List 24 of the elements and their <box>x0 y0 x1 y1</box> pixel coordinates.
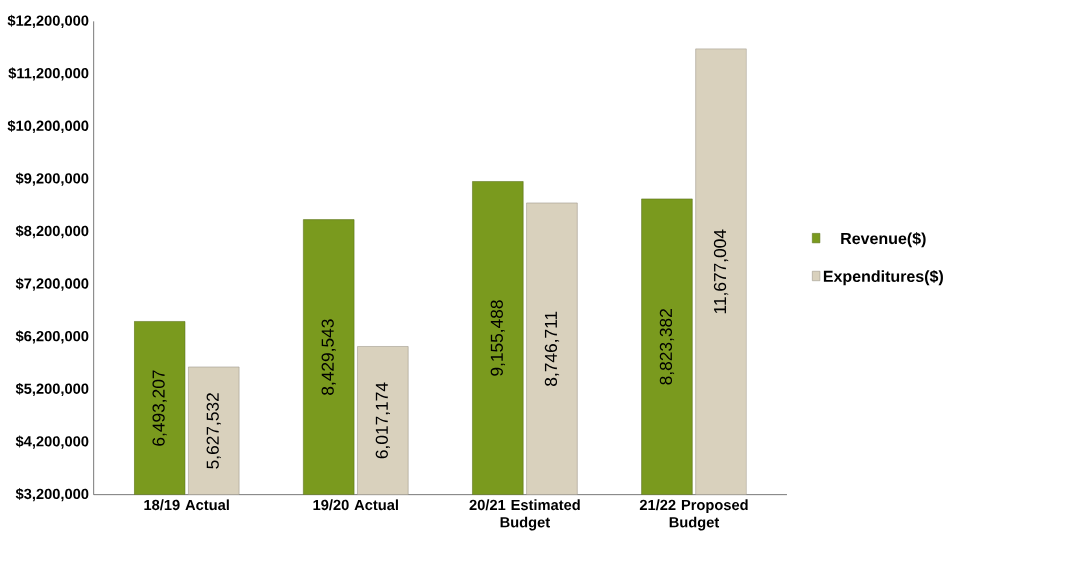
y-tick-label: $11,200,000 <box>8 67 89 81</box>
y-tick-label: $4,200,000 <box>15 435 89 449</box>
data-label: 6,017,174 <box>375 382 390 459</box>
y-tick-label: $7,200,000 <box>15 277 89 291</box>
x-tick-label: 18/19 Actual <box>144 499 229 511</box>
data-label: 8,429,543 <box>321 319 336 395</box>
x-tick-label: 20/21 Estimated Budget <box>469 499 580 531</box>
data-label: 9,155,488 <box>490 300 505 376</box>
y-tick-label: $10,200,000 <box>7 119 89 134</box>
y-tick-label: $6,200,000 <box>15 330 89 344</box>
x-tick-label: 19/20 Actual <box>313 499 398 511</box>
x-tick-label: 21/22 Proposed Budget <box>639 499 748 531</box>
y-tick-label: $9,200,000 <box>15 172 89 186</box>
legend-label: Expenditures($) <box>823 269 943 286</box>
legend-label: Revenue($) <box>841 232 926 248</box>
y-tick-label: $12,200,000 <box>7 14 89 28</box>
data-label: 5,627,532 <box>206 393 221 469</box>
data-label: 8,823,382 <box>659 309 675 385</box>
data-label: 6,493,207 <box>152 370 167 446</box>
data-label: 11,677,004 <box>713 229 729 314</box>
y-tick-label: $5,200,000 <box>15 382 89 397</box>
data-label: 8,746,711 <box>544 311 560 386</box>
y-tick-label: $3,200,000 <box>15 488 89 502</box>
y-tick-label: $8,200,000 <box>15 225 89 239</box>
